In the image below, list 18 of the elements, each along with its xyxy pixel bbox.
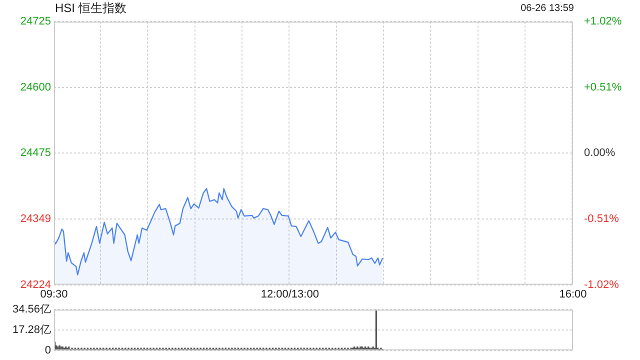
y-tick-label: 17.28亿 — [12, 324, 51, 336]
y-tick-label: 24725 — [20, 16, 51, 28]
y-tick-label: 0 — [44, 344, 51, 356]
y2-tick-label: -1.02% — [584, 278, 620, 291]
y2-tick-label: +1.02% — [584, 16, 622, 28]
x-tick-label: 12:00/13:00 — [260, 288, 319, 300]
y-tick-label: 34.56亿 — [12, 304, 51, 316]
y-tick-label: 24349 — [20, 213, 51, 226]
y-tick-label: 24600 — [20, 81, 51, 94]
y-tick-label: 24224 — [20, 278, 51, 291]
chart-title: HSI 恒生指数 — [55, 0, 126, 17]
x-tick-label: 16:00 — [559, 288, 587, 300]
x-tick-label: 09:30 — [40, 288, 68, 300]
y2-tick-label: +0.51% — [584, 81, 622, 94]
y-tick-label: 24475 — [20, 146, 51, 159]
y2-tick-label: -0.51% — [584, 213, 620, 226]
text: 06-26 13:59 — [520, 3, 574, 14]
y2-tick-label: 0.00% — [584, 147, 616, 160]
